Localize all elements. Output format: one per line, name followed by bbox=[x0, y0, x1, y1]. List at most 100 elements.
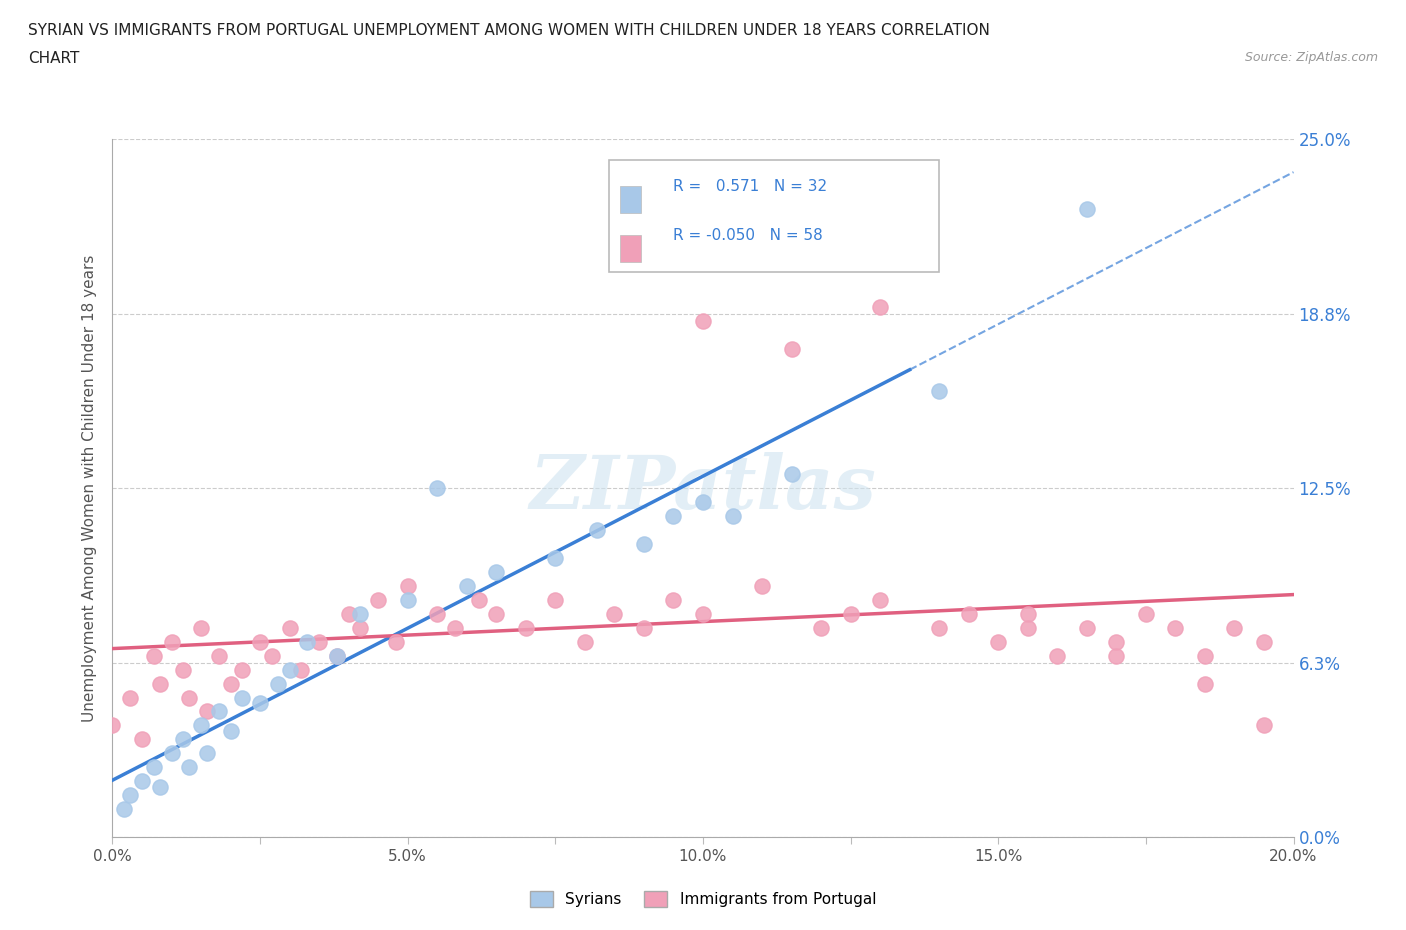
Point bbox=[1253, 718, 1275, 733]
Point bbox=[987, 634, 1010, 649]
Point bbox=[297, 634, 319, 649]
Point bbox=[385, 634, 408, 649]
Point bbox=[349, 606, 371, 621]
Legend: Syrians, Immigrants from Portugal: Syrians, Immigrants from Portugal bbox=[524, 884, 882, 913]
Point bbox=[544, 592, 567, 607]
Point bbox=[456, 578, 478, 593]
Point bbox=[249, 696, 271, 711]
Point bbox=[426, 606, 449, 621]
Point bbox=[142, 648, 165, 663]
Point bbox=[485, 565, 508, 579]
Point bbox=[574, 634, 596, 649]
Point bbox=[160, 746, 183, 761]
Bar bbox=[620, 186, 641, 213]
Point bbox=[195, 704, 218, 719]
Point bbox=[120, 788, 142, 803]
Point bbox=[1194, 648, 1216, 663]
Point bbox=[662, 509, 685, 524]
Point bbox=[721, 509, 744, 524]
Point bbox=[219, 724, 242, 738]
Point bbox=[179, 690, 201, 705]
Point bbox=[396, 592, 419, 607]
Point bbox=[928, 620, 950, 635]
Point bbox=[260, 648, 283, 663]
Text: CHART: CHART bbox=[28, 51, 80, 66]
Point bbox=[219, 676, 242, 691]
Point bbox=[120, 690, 142, 705]
Point bbox=[585, 523, 607, 538]
Point bbox=[692, 495, 714, 510]
Point bbox=[426, 481, 449, 496]
Point bbox=[485, 606, 508, 621]
Y-axis label: Unemployment Among Women with Children Under 18 years: Unemployment Among Women with Children U… bbox=[82, 255, 97, 722]
Point bbox=[179, 760, 201, 775]
Point bbox=[692, 606, 714, 621]
Point bbox=[131, 732, 153, 747]
Point bbox=[142, 760, 165, 775]
Text: R =   0.571   N = 32: R = 0.571 N = 32 bbox=[673, 179, 828, 194]
Point bbox=[190, 718, 212, 733]
Point bbox=[1135, 606, 1157, 621]
Point bbox=[172, 732, 194, 747]
Point bbox=[231, 662, 253, 677]
Point bbox=[1105, 648, 1128, 663]
FancyBboxPatch shape bbox=[609, 161, 939, 272]
Point bbox=[1017, 620, 1039, 635]
Point bbox=[869, 592, 891, 607]
Point bbox=[101, 718, 124, 733]
Point bbox=[337, 606, 360, 621]
Point bbox=[208, 704, 231, 719]
Point bbox=[662, 592, 685, 607]
Point bbox=[231, 690, 253, 705]
Text: R = -0.050   N = 58: R = -0.050 N = 58 bbox=[673, 228, 824, 244]
Point bbox=[278, 662, 301, 677]
Point bbox=[839, 606, 862, 621]
Point bbox=[1076, 620, 1098, 635]
Point bbox=[751, 578, 773, 593]
Point bbox=[326, 648, 349, 663]
Point bbox=[267, 676, 290, 691]
Point bbox=[208, 648, 231, 663]
Text: ZIPatlas: ZIPatlas bbox=[530, 452, 876, 525]
Point bbox=[780, 467, 803, 482]
Point bbox=[515, 620, 537, 635]
Point bbox=[1194, 676, 1216, 691]
Point bbox=[810, 620, 832, 635]
Point bbox=[112, 802, 135, 817]
Point bbox=[1017, 606, 1039, 621]
Point bbox=[633, 620, 655, 635]
Point bbox=[1223, 620, 1246, 635]
Point bbox=[249, 634, 271, 649]
Point bbox=[290, 662, 312, 677]
Point bbox=[326, 648, 349, 663]
Point bbox=[172, 662, 194, 677]
Point bbox=[195, 746, 218, 761]
Point bbox=[1253, 634, 1275, 649]
Point bbox=[396, 578, 419, 593]
Bar bbox=[620, 234, 641, 261]
Point bbox=[780, 341, 803, 356]
Point bbox=[131, 774, 153, 789]
Point bbox=[149, 676, 172, 691]
Point bbox=[190, 620, 212, 635]
Point bbox=[544, 551, 567, 565]
Point bbox=[278, 620, 301, 635]
Point bbox=[1105, 634, 1128, 649]
Point bbox=[633, 537, 655, 551]
Point bbox=[1076, 202, 1098, 217]
Point bbox=[1164, 620, 1187, 635]
Point bbox=[467, 592, 489, 607]
Point bbox=[603, 606, 626, 621]
Point bbox=[692, 313, 714, 328]
Point bbox=[308, 634, 330, 649]
Point bbox=[869, 299, 891, 314]
Point bbox=[928, 383, 950, 398]
Point bbox=[349, 620, 371, 635]
Point bbox=[160, 634, 183, 649]
Point bbox=[1046, 648, 1069, 663]
Point bbox=[957, 606, 980, 621]
Text: SYRIAN VS IMMIGRANTS FROM PORTUGAL UNEMPLOYMENT AMONG WOMEN WITH CHILDREN UNDER : SYRIAN VS IMMIGRANTS FROM PORTUGAL UNEMP… bbox=[28, 23, 990, 38]
Text: Source: ZipAtlas.com: Source: ZipAtlas.com bbox=[1244, 51, 1378, 64]
Point bbox=[367, 592, 389, 607]
Point bbox=[444, 620, 467, 635]
